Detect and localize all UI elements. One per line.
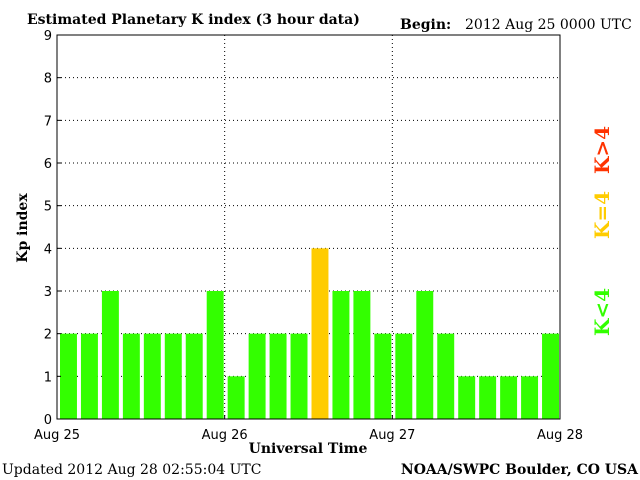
- y-tick-label: 1: [44, 370, 52, 385]
- begin-label: Begin:: [400, 17, 451, 33]
- kp-bar: [416, 291, 434, 419]
- kp-bar: [143, 333, 161, 419]
- kp-bar: [248, 333, 266, 419]
- x-tick-label: Aug 28: [537, 428, 583, 443]
- plot-frame: [56, 34, 561, 420]
- kp-bar: [353, 291, 371, 419]
- kp-bar: [437, 333, 455, 419]
- kp-bar: [227, 376, 245, 419]
- plot-area: [56, 34, 561, 420]
- kp-bar: [458, 376, 476, 419]
- y-ticks: 0 1 2 3 4 5 6 7 8 9: [44, 29, 61, 428]
- y-tick-label: 6: [44, 157, 52, 172]
- chart-title: Estimated Planetary K index (3 hour data…: [27, 12, 360, 28]
- kp-bar: [290, 333, 308, 419]
- kp-bar: [479, 376, 497, 419]
- kp-bar: [269, 333, 287, 419]
- x-tick-label: Aug 25: [34, 428, 80, 443]
- kp-bar: [185, 333, 203, 419]
- x-ticks: Aug 25 Aug 26 Aug 27 Aug 28: [34, 415, 583, 443]
- legend-above-4: K>4: [590, 126, 614, 174]
- y-axis-label: Kp index: [15, 193, 31, 263]
- kp-bar: [101, 291, 119, 419]
- x-axis-label: Universal Time: [249, 441, 368, 457]
- legend-below-4: K<4: [590, 288, 614, 336]
- legend-equal-4: K=4: [590, 191, 614, 239]
- kp-bar: [500, 376, 518, 419]
- kp-bar: [395, 333, 413, 419]
- bars: [60, 248, 559, 419]
- y-tick-label: 4: [44, 242, 52, 257]
- y-tick-label: 7: [44, 114, 52, 129]
- kp-bar: [374, 333, 392, 419]
- credit-text: NOAA/SWPC Boulder, CO USA: [401, 462, 639, 478]
- kp-bar: [542, 333, 559, 419]
- kp-bar: [332, 291, 350, 419]
- begin-value: 2012 Aug 25 0000 UTC: [465, 17, 632, 33]
- y-tick-label: 8: [44, 72, 52, 87]
- kp-bar: [60, 333, 77, 419]
- grid-lines: [57, 35, 560, 419]
- kp-bar: [164, 333, 182, 419]
- kp-bar: [122, 333, 140, 419]
- y-tick-label: 2: [44, 328, 52, 343]
- kp-bar: [80, 333, 98, 419]
- y-tick-label: 0: [44, 413, 52, 428]
- x-tick-label: Aug 27: [369, 428, 415, 443]
- kp-bar: [521, 376, 539, 419]
- y-tick-label: 9: [44, 29, 52, 44]
- y-tick-label: 3: [44, 285, 52, 300]
- kp-bar: [206, 291, 224, 419]
- x-tick-label: Aug 26: [202, 428, 248, 443]
- kp-bar: [311, 248, 329, 419]
- updated-timestamp: Updated 2012 Aug 28 02:55:04 UTC: [2, 462, 261, 478]
- y-tick-label: 5: [44, 200, 52, 215]
